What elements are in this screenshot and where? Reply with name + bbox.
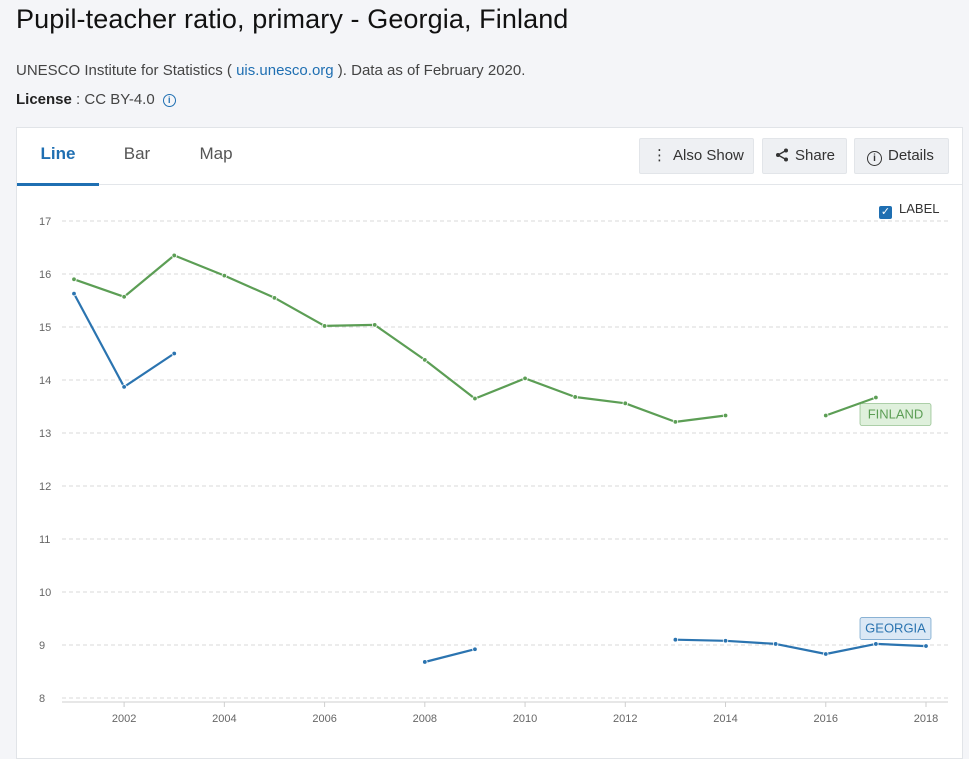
series-line-georgia	[73, 293, 175, 388]
series-line-finland	[73, 254, 726, 423]
source-suffix: ). Data as of February 2020.	[333, 62, 526, 79]
more-vertical-icon: ⋮	[652, 147, 667, 164]
x-tick-label: 2002	[112, 713, 136, 725]
details-button[interactable]: i Details	[854, 138, 949, 174]
details-label: Details	[888, 147, 934, 164]
data-point-georgia	[823, 651, 829, 657]
label-toggle-text: LABEL	[899, 201, 940, 216]
data-point-finland	[372, 322, 378, 328]
y-tick-label: 8	[39, 693, 45, 705]
y-tick-label: 17	[39, 216, 51, 228]
x-tick-label: 2012	[613, 713, 637, 725]
y-tick-label: 12	[39, 481, 51, 493]
data-point-finland	[672, 419, 679, 425]
data-point-georgia	[672, 637, 679, 643]
data-point-finland	[321, 323, 328, 329]
x-tick-label: 2014	[713, 713, 737, 725]
data-point-georgia	[722, 638, 729, 644]
data-point-finland	[823, 412, 829, 419]
chart-tabs: Line Bar Map ⋮ Also Show Share i Details	[17, 128, 962, 186]
share-icon	[775, 139, 789, 173]
source-link[interactable]: uis.unesco.org	[236, 62, 334, 79]
label-toggle[interactable]: ✓ LABEL	[879, 201, 939, 219]
data-point-georgia	[923, 643, 929, 649]
data-point-finland	[873, 394, 879, 401]
y-tick-label: 13	[39, 428, 51, 440]
license-label: License	[16, 91, 72, 108]
chart-panel: Line Bar Map ⋮ Also Show Share i Details ✓…	[16, 127, 963, 759]
data-point-georgia	[121, 384, 127, 390]
source-line: UNESCO Institute for Statistics ( uis.un…	[16, 62, 525, 79]
data-point-finland	[572, 394, 578, 400]
y-tick-label: 11	[39, 534, 50, 546]
series-line-finland	[825, 396, 877, 417]
y-tick-label: 15	[39, 322, 51, 334]
data-point-finland	[171, 252, 177, 259]
share-label: Share	[795, 147, 836, 164]
also-show-label: Also Show	[673, 147, 744, 164]
y-tick-label: 14	[39, 375, 51, 387]
y-tick-label: 16	[39, 269, 51, 281]
line-chart: 8 9 10 11 12 13 14 15 16 17 2002 2004 2006 2008 2010 20…	[39, 216, 948, 725]
license-line: License : CC BY-4.0 i	[16, 91, 176, 108]
x-tick-label: 2010	[513, 713, 537, 725]
series-line-georgia	[675, 638, 927, 656]
data-point-finland	[472, 395, 478, 402]
data-point-finland	[422, 357, 428, 363]
data-point-georgia	[171, 350, 177, 357]
data-point-georgia	[71, 290, 77, 297]
data-point-finland	[722, 412, 729, 419]
series-line-georgia	[424, 648, 476, 664]
data-point-georgia	[873, 641, 879, 647]
source-prefix: UNESCO Institute for Statistics (	[16, 62, 237, 79]
y-tick-label: 10	[39, 587, 51, 599]
data-point-georgia	[472, 646, 478, 652]
data-point-finland	[121, 294, 127, 300]
data-point-finland	[271, 295, 278, 301]
license-value: : CC BY-4.0	[71, 91, 155, 108]
tab-line[interactable]: Line	[17, 128, 99, 186]
data-point-georgia	[422, 659, 428, 665]
x-tick-label: 2004	[212, 713, 236, 725]
series-tag-label-georgia: GEORGIA	[865, 621, 926, 636]
x-tick-label: 2018	[914, 713, 938, 725]
series-tag-finland	[859, 403, 932, 426]
data-point-finland	[622, 400, 628, 407]
info-icon[interactable]: i	[162, 94, 176, 107]
tab-bar[interactable]: Bar	[123, 144, 151, 163]
data-point-georgia	[772, 641, 779, 647]
y-tick-label: 9	[39, 640, 45, 652]
page-title: Pupil-teacher ratio, primary - Georgia, …	[16, 4, 569, 34]
data-point-finland	[522, 375, 528, 382]
share-button[interactable]: Share	[762, 138, 847, 174]
series-tag-georgia	[859, 617, 932, 640]
data-point-finland	[221, 272, 228, 279]
checkbox-checked-icon[interactable]: ✓	[879, 206, 892, 219]
tab-map[interactable]: Map	[199, 144, 233, 163]
x-tick-label: 2008	[413, 713, 437, 725]
data-point-finland	[71, 276, 77, 282]
also-show-button[interactable]: ⋮ Also Show	[639, 138, 754, 174]
info-circle-icon: i	[867, 151, 882, 166]
series-tag-label-finland: FINLAND	[868, 407, 924, 422]
x-tick-label: 2016	[814, 713, 838, 725]
x-tick-label: 2006	[312, 713, 336, 725]
